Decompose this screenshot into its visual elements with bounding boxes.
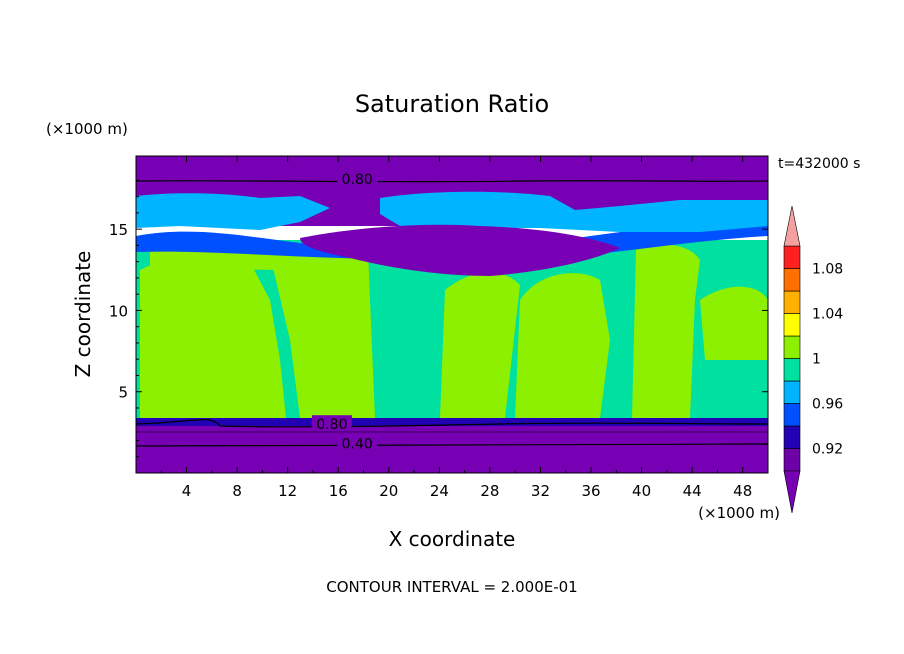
field-band-transition (136, 418, 768, 426)
contour-0.80-upper (136, 180, 768, 183)
colorbar-label: 0.96 (812, 397, 843, 413)
contour-label-bg (337, 169, 378, 186)
field-patch-green-4 (515, 273, 610, 418)
colorbar-segment (783, 268, 801, 292)
contour-label-bg (337, 434, 378, 451)
colorbar-segment (783, 448, 801, 472)
colorbar-label: 1 (812, 352, 821, 368)
contour-0.80-lower (136, 418, 768, 428)
colorbar-over-arrow (783, 205, 801, 247)
x-tick-label: 16 (329, 482, 348, 500)
colorbar-segment (783, 380, 801, 404)
colorbar-segment (783, 290, 801, 314)
x-tick-label: 48 (733, 482, 752, 500)
field-patch-green-2 (270, 242, 375, 418)
field-patch-green-5 (632, 244, 700, 418)
y-unit-label: (×1000 m) (46, 120, 128, 138)
contour-labels: 0.80 0.80 0.40 (311, 169, 378, 453)
colorbar-label: 1.04 (812, 307, 843, 323)
x-tick-label: 32 (531, 482, 550, 500)
saturation-field (136, 156, 768, 473)
x-tick-label: 12 (278, 482, 297, 500)
colorbar-segment (783, 425, 801, 449)
y-axis-title: Z coordinate (71, 251, 95, 378)
contour-label: 0.80 (316, 417, 347, 433)
colorbar: 0.92 0.96 1 1.04 1.08 (783, 205, 843, 514)
field-layer-dry-core (300, 224, 620, 276)
contour-0.40-lower (136, 443, 768, 447)
field-layer-cyan (136, 193, 330, 230)
chart-title: Saturation Ratio (355, 90, 549, 118)
y-tick-label: 5 (118, 384, 128, 402)
x-tick-label: 4 (182, 482, 192, 500)
colorbar-segment (783, 358, 801, 382)
field-patch-green-1 (140, 255, 286, 418)
colorbar-segment (783, 335, 801, 359)
colorbar-segment (783, 403, 801, 427)
contour-label-bg (311, 415, 352, 432)
x-axis-title: X coordinate (389, 527, 516, 551)
y-tick-label: 10 (109, 302, 128, 320)
plot-frame (135, 155, 769, 474)
colorbar-segment (783, 245, 801, 269)
colorbar-segment (783, 313, 801, 337)
field-layer-cyan-2 (380, 191, 768, 232)
y-tick-label: 15 (109, 221, 128, 239)
x-tick-label: 36 (581, 482, 600, 500)
field-patch-green-3 (440, 272, 520, 418)
y-axis-ticks: 5 10 15 (109, 179, 768, 458)
colorbar-under-arrow (783, 470, 801, 514)
time-label: t=432000 s (778, 156, 860, 172)
colorbar-label: 1.08 (812, 262, 843, 278)
contour-label: 0.40 (342, 437, 373, 453)
x-tick-label: 8 (232, 482, 242, 500)
field-patch-green-6 (700, 286, 768, 360)
x-unit-label: (×1000 m) (698, 504, 780, 522)
x-tick-label: 24 (430, 482, 449, 500)
contour-interval-footer: CONTOUR INTERVAL = 2.000E-01 (326, 578, 577, 596)
x-tick-label: 40 (632, 482, 651, 500)
colorbar-label: 0.92 (812, 442, 843, 458)
contour-label: 0.80 (342, 172, 373, 188)
x-axis-ticks: 4 8 12 16 20 24 28 32 36 40 44 48 (160, 156, 752, 500)
x-tick-label: 44 (683, 482, 702, 500)
x-tick-label: 20 (379, 482, 398, 500)
x-tick-label: 28 (480, 482, 499, 500)
